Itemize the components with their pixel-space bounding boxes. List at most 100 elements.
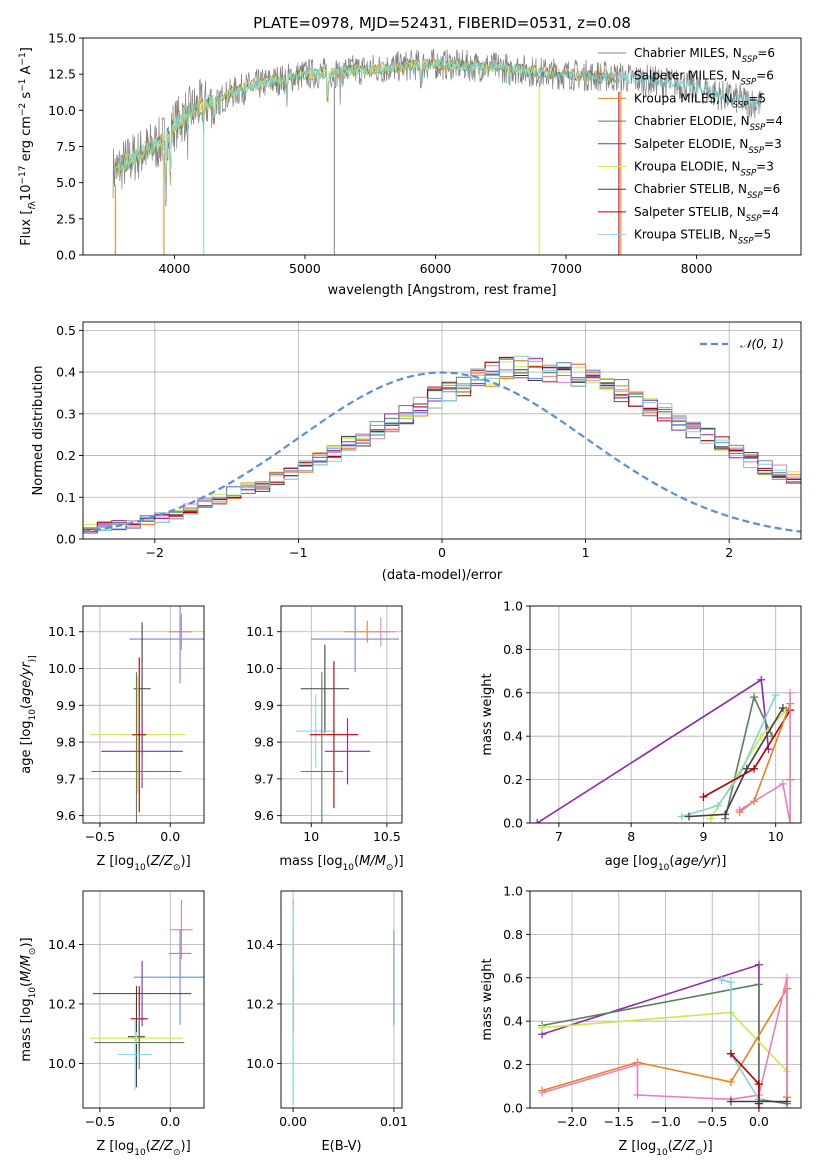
weight_vs_age-xtick-label: 9 <box>699 829 707 844</box>
weight_vs_age-marker <box>778 779 787 788</box>
weight_vs_Z-xlabel-part: ( <box>668 1139 673 1154</box>
spectrum-title: PLATE=0978, MJD=52431, FIBERID=0531, z=0… <box>253 14 631 32</box>
residuals-xtick-label: 2 <box>725 545 733 560</box>
age_vs_mass-frame <box>280 605 403 824</box>
weight_vs_age-series-salpeter_miles <box>681 694 777 818</box>
legend-entry: Kroupa MILES, NSSP=5 <box>634 91 766 110</box>
residuals-ytick-label: 0.5 <box>56 323 76 338</box>
legend-entry-sub: SSP <box>733 100 749 110</box>
legend-entry: Chabrier MILES, NSSP=6 <box>634 46 775 65</box>
weight_vs_age-marker <box>684 812 693 821</box>
spectrum-ylabel-part: ] <box>19 47 34 52</box>
age_vs_Z-ytick-label: 10.0 <box>48 661 76 676</box>
legend-entry-name: Salpeter ELODIE, N <box>634 137 748 151</box>
weight_vs_Z-marker <box>726 1097 735 1106</box>
mass_vs_Z-xlabel: Z [log10(Z/Z⊙)] <box>96 1139 190 1158</box>
weight_vs_Z-marker <box>754 960 763 969</box>
weight_vs_age-marker <box>771 690 780 699</box>
legend-entry-sub: SSP <box>738 237 754 247</box>
spectrum-ylabel-part: −1 <box>18 52 28 65</box>
legend-entry: Salpeter MILES, NSSP=6 <box>634 69 774 88</box>
age_vs_Z-xlabel-part: ⊙ <box>173 863 181 873</box>
age_vs_Z-ylabel-part: ( <box>19 704 34 709</box>
age_vs_Z-ytick-label: 9.7 <box>56 771 76 786</box>
legend-entry-sub: SSP <box>742 55 758 65</box>
weight_vs_Z-xlabel-part: Z/Z <box>672 1139 696 1154</box>
weight_vs_age-marker <box>706 814 715 823</box>
age_vs_mass-xlabel-part: 10 <box>343 863 355 873</box>
mass_vs_Z-xlabel-part: ( <box>146 1139 151 1154</box>
age_vs_Z-ytick-label: 9.9 <box>56 698 76 713</box>
legend-entry: Salpeter ELODIE, NSSP=3 <box>634 137 782 156</box>
residuals-axes: −2 −1 0 1 2 0.0 0.1 0.2 0.3 0.4 0.5 (data-model)/er… <box>31 321 802 583</box>
spectrum-ylabel-part: −2 <box>18 103 28 116</box>
residuals-xtick-label: −1 <box>289 545 307 560</box>
legend-entry-n: =5 <box>754 228 772 242</box>
spectrum-xtick-label: 6000 <box>420 261 452 276</box>
age_vs_Z-ytick-label: 10.1 <box>48 624 76 639</box>
mass_vs_Z-xlabel-part: Z/Z <box>150 1139 174 1154</box>
weight_vs_age-marker <box>677 812 686 821</box>
legend-entry-name: Chabrier STELIB, N <box>634 182 747 196</box>
legend-entry: Chabrier STELIB, NSSP=6 <box>634 182 780 201</box>
spectrum-ytick-label: 12.5 <box>48 67 76 82</box>
weight_vs_age-marker <box>742 764 751 773</box>
age_vs_mass-ytick-label: 9.6 <box>254 808 274 823</box>
weight_vs_age-xlabel-part: age/yr <box>674 854 717 869</box>
legend-entry-name: Kroupa ELODIE, N <box>634 160 741 174</box>
age_vs_mass-xlabel-part: ( <box>354 854 359 869</box>
weight_vs_age-xlabel-part: 10 <box>658 863 670 873</box>
residuals-legend-label: 𝒩(0, 1) <box>740 337 784 351</box>
spectrum-xtick-label: 8000 <box>681 261 713 276</box>
mass_vs_Z-xlabel-part: ⊙ <box>173 1148 181 1158</box>
age_vs_Z-xlabel-part: 10 <box>134 863 146 873</box>
weight_vs_age-ytick-label: 0.4 <box>503 729 523 744</box>
age_vs_Z-frame <box>82 605 205 824</box>
age_vs_Z-xlabel-part: ( <box>146 854 151 869</box>
weight_vs_Z-marker <box>633 1090 642 1099</box>
legend-entry: Kroupa STELIB, NSSP=5 <box>634 228 771 247</box>
mass_vs_ebv-plot-area <box>292 899 395 1103</box>
spectrum-ylabel-part: erg cm <box>19 116 34 165</box>
spectrum-legend: Chabrier MILES, NSSP=6 Salpeter MILES, NS… <box>598 46 783 247</box>
weight_vs_Z-xtick-label: 0.0 <box>749 1114 769 1129</box>
weight_vs_age-marker <box>699 792 708 801</box>
age_vs_mass-xlabel: mass [log10(M/M⊙)] <box>279 854 403 873</box>
weight_vs_Z-ytick-label: 0.0 <box>503 1101 523 1116</box>
legend-entry-n: =6 <box>757 46 775 60</box>
residuals-plot-area <box>83 355 801 534</box>
spectrum-ylabel-part: 10 <box>19 185 34 202</box>
residuals-ytick-label: 0.0 <box>56 532 76 547</box>
legend-entry-sub: SSP <box>741 169 757 179</box>
mass_vs_Z-xlabel-part: )] <box>181 1139 191 1154</box>
weight_vs_age-xlabel-part: age [log <box>605 854 658 869</box>
legend-entry-name: Kroupa STELIB, N <box>634 228 738 242</box>
spectrum-ylabel-part: f <box>28 205 38 210</box>
weight_vs_age-plot-area <box>533 675 795 823</box>
mass_vs_ebv-xlabel: E(B-V) <box>321 1139 361 1154</box>
age_vs_mass-ytick-label: 9.7 <box>254 771 274 786</box>
weight_vs_Z-xlabel-part: 10 <box>656 1148 668 1158</box>
mass_vs_Z-xlabel-part: 10 <box>134 1148 146 1158</box>
legend-entry-sub: SSP <box>750 123 766 133</box>
weight_vs_Z-marker <box>717 975 726 984</box>
spectrum-xtick-label: 7000 <box>550 261 582 276</box>
weight_vs_age-ytick-label: 0.2 <box>503 772 523 787</box>
age_vs_mass-ytick-label: 9.9 <box>254 698 274 713</box>
spectrum-ylabel: Flux [fλ10−17 erg cm−2 s−1 A−1] <box>18 47 38 246</box>
weight_vs_Z-ytick-label: 0.6 <box>503 970 523 985</box>
age_vs_Z-xtick-label: −0.5 <box>85 829 115 844</box>
mass_vs_Z-ylabel-part: 10 <box>28 987 38 999</box>
weight_vs_Z-marker <box>538 1023 547 1032</box>
weight_vs_Z-xlabel: Z [log10(Z/Z⊙)] <box>618 1139 712 1158</box>
mass_vs_Z-frame <box>82 890 205 1109</box>
weight_vs_Z-marker <box>633 1060 642 1069</box>
age_vs_Z-ylabel-part: )] <box>28 655 38 662</box>
legend-entry: Chabrier ELODIE, NSSP=4 <box>634 114 783 133</box>
weight_vs_Z-ytick-label: 0.8 <box>503 927 523 942</box>
weight_vs_Z-xlabel-part: )] <box>703 1139 713 1154</box>
legend-entry-n: =6 <box>756 69 774 83</box>
mass_vs_ebv-axes: 0.00 0.01 10.0 10.2 10.4 E(B-V) <box>246 890 408 1154</box>
spectrum-axes: 4000 5000 6000 7000 8000 0.0 2.5 5.0 7.5 10.0 12.5… <box>18 14 802 298</box>
